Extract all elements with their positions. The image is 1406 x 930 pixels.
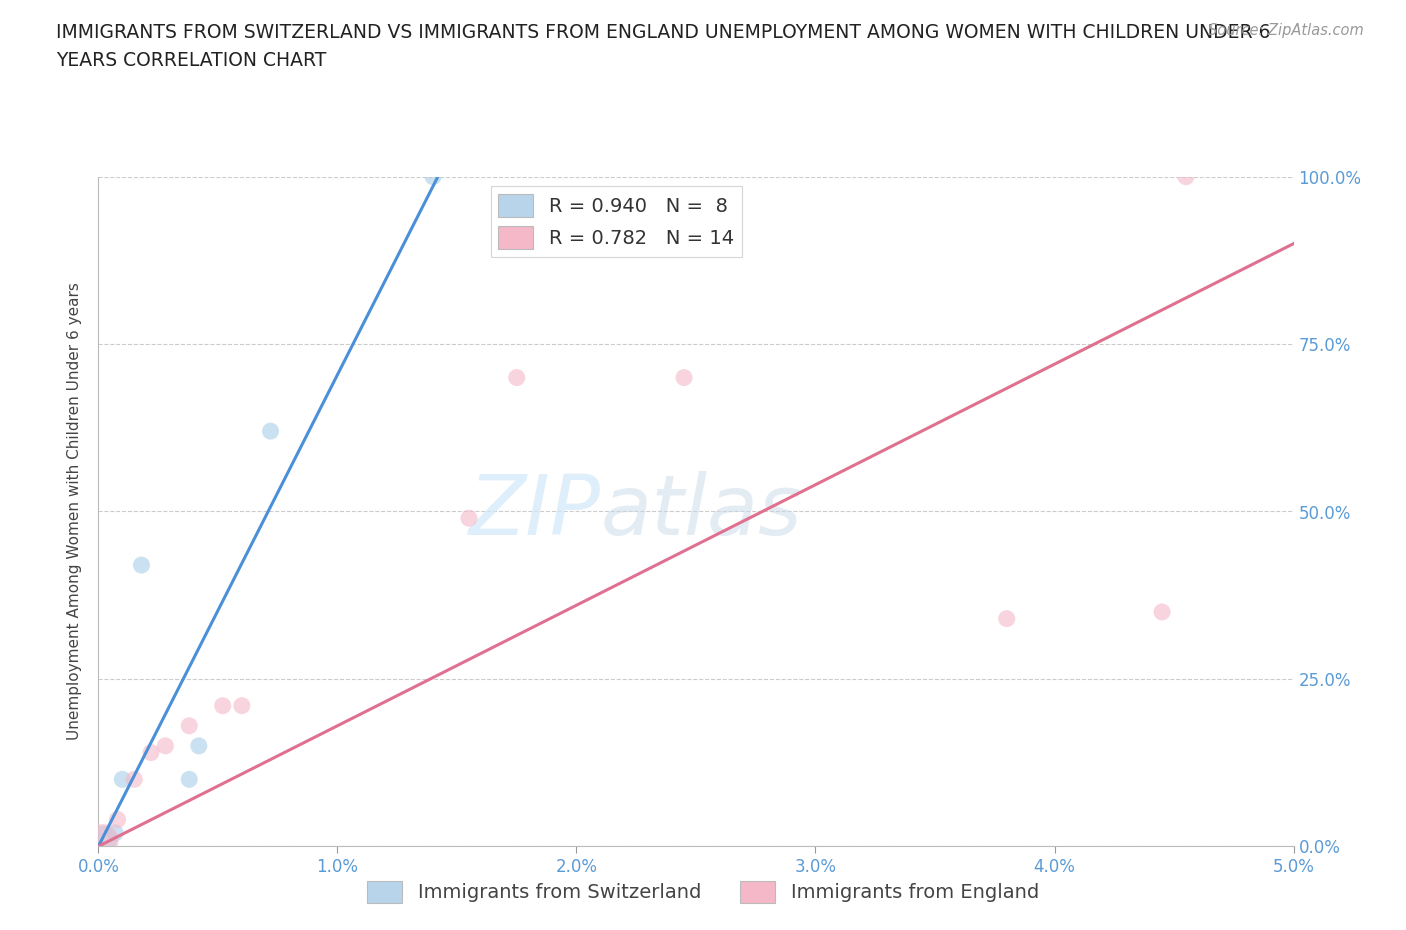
Point [1150,604,1173,619]
Text: YEARS CORRELATION CHART: YEARS CORRELATION CHART [56,51,326,70]
Point [131,558,153,573]
Point [187,738,209,753]
Point [179,772,201,787]
Y-axis label: Unemployment Among Women with Children Under 6 years: Unemployment Among Women with Children U… [67,283,83,740]
Point [422,169,444,184]
Point [179,718,201,733]
Text: ZIP: ZIP [468,471,600,552]
Point [91,832,114,847]
Point [124,772,146,787]
Text: Source: ZipAtlas.com: Source: ZipAtlas.com [1208,23,1364,38]
Point [995,611,1018,626]
Point [259,424,281,439]
Point [1175,169,1198,184]
Point [107,812,129,827]
Text: IMMIGRANTS FROM SWITZERLAND VS IMMIGRANTS FROM ENGLAND UNEMPLOYMENT AMONG WOMEN : IMMIGRANTS FROM SWITZERLAND VS IMMIGRANT… [56,23,1271,42]
Legend: R = 0.940   N =  8, R = 0.782   N = 14: R = 0.940 N = 8, R = 0.782 N = 14 [491,186,742,257]
Point [458,511,481,525]
Point [155,738,177,753]
Legend: Immigrants from Switzerland, Immigrants from England: Immigrants from Switzerland, Immigrants … [360,873,1046,911]
Point [673,370,696,385]
Point [111,772,134,787]
Point [104,826,127,841]
Point [506,370,529,385]
Point [231,698,253,713]
Point [211,698,233,713]
Text: atlas: atlas [600,471,801,552]
Point [91,832,114,847]
Point [139,745,162,760]
